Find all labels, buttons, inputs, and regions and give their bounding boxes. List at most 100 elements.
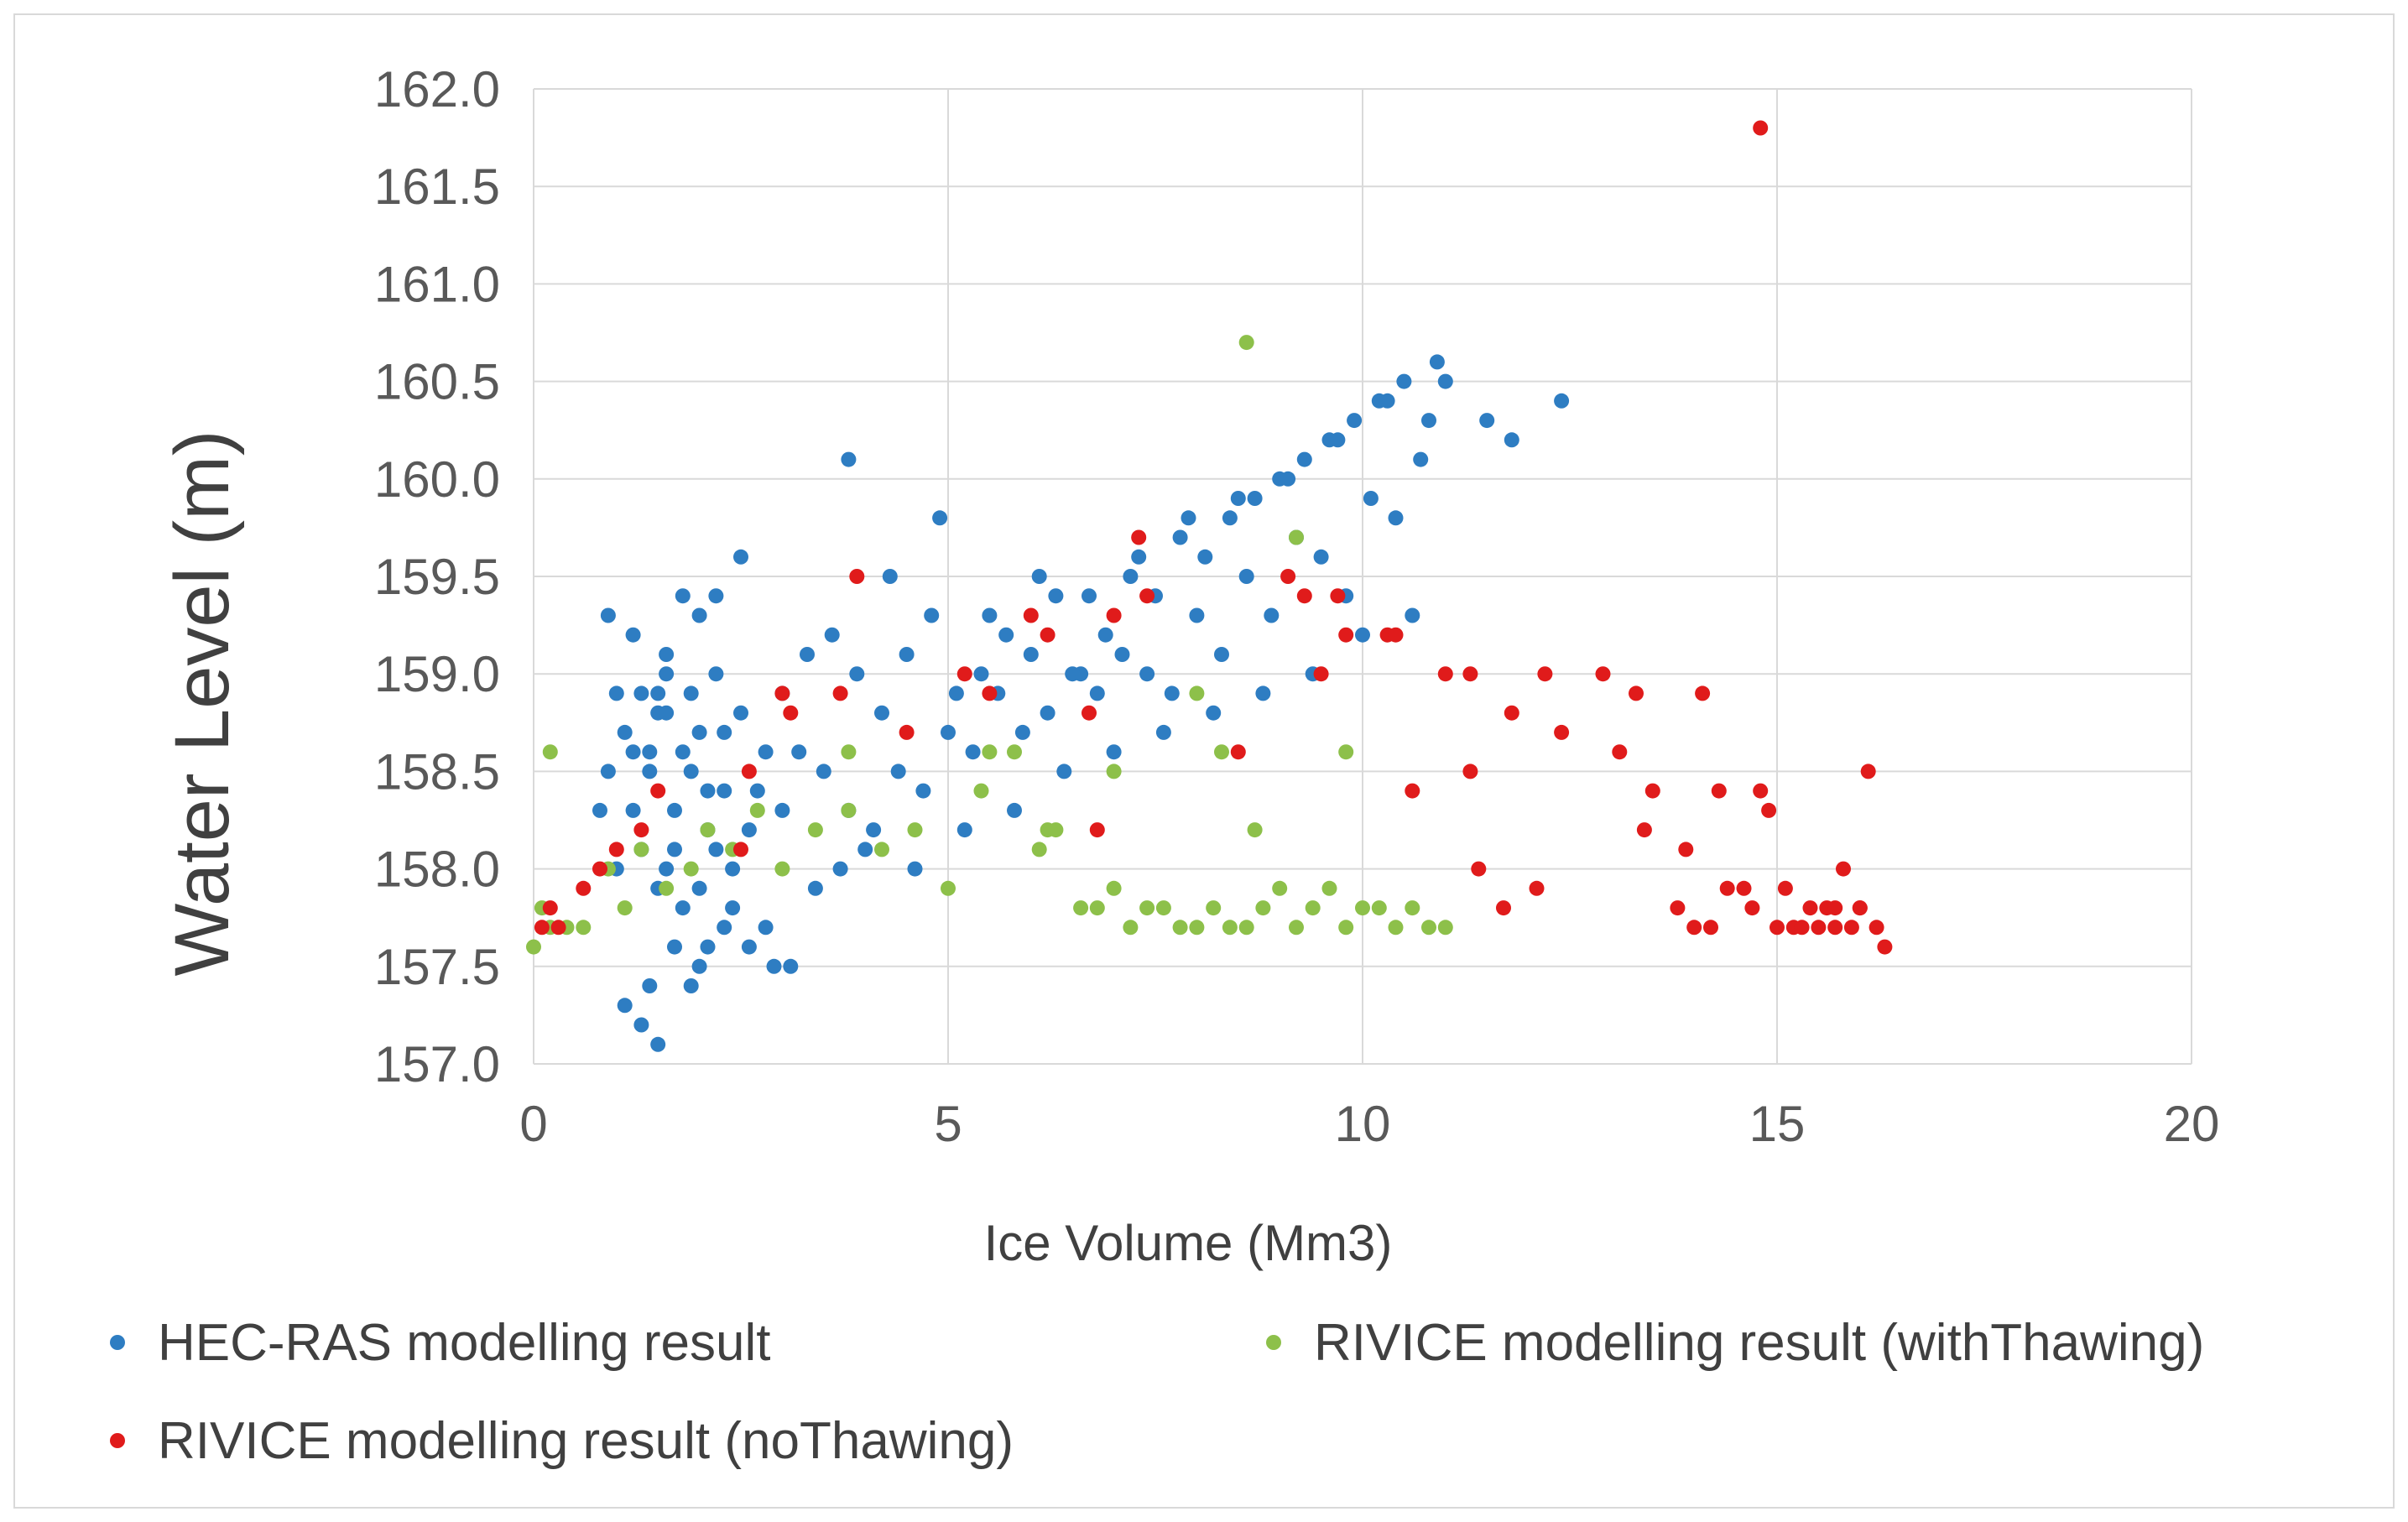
point-rivice-no-thawing: [1686, 920, 1702, 936]
gridlines: [533, 88, 2192, 1065]
point-rivice-with-thawing: [1305, 900, 1321, 916]
point-rivice-with-thawing: [576, 920, 592, 936]
point-rivice-no-thawing: [899, 724, 915, 740]
point-hec-ras: [659, 705, 675, 721]
point-rivice-no-thawing: [1869, 920, 1884, 936]
point-rivice-no-thawing: [1703, 920, 1718, 936]
legend-marker-hec-ras: [110, 1335, 125, 1350]
point-rivice-no-thawing: [1040, 627, 1055, 643]
point-rivice-no-thawing: [849, 569, 865, 584]
point-rivice-no-thawing: [1695, 685, 1711, 701]
point-rivice-no-thawing: [1761, 802, 1777, 818]
point-rivice-with-thawing: [1007, 744, 1022, 760]
point-rivice-no-thawing: [1405, 783, 1420, 799]
point-hec-ras: [1007, 802, 1022, 818]
point-rivice-no-thawing: [576, 880, 592, 896]
point-hec-ras: [899, 647, 915, 662]
point-rivice-with-thawing: [1048, 822, 1064, 838]
point-hec-ras: [1155, 724, 1171, 740]
point-rivice-with-thawing: [774, 861, 790, 877]
point-hec-ras: [659, 666, 675, 682]
point-hec-ras: [1206, 705, 1222, 721]
legend-marker-rivice-with-thawing: [1266, 1335, 1281, 1350]
point-hec-ras: [1197, 549, 1213, 565]
point-hec-ras: [882, 569, 898, 584]
point-hec-ras: [1023, 647, 1039, 662]
point-rivice-no-thawing: [1023, 607, 1039, 623]
point-rivice-with-thawing: [617, 900, 633, 916]
point-hec-ras: [675, 744, 691, 760]
point-hec-ras: [617, 724, 633, 740]
x-tick-label: 20: [2164, 1096, 2220, 1152]
point-hec-ras: [725, 900, 741, 916]
point-hec-ras: [1014, 724, 1030, 740]
point-hec-ras: [717, 920, 732, 936]
point-hec-ras: [749, 783, 765, 799]
x-tick-label: 10: [1335, 1096, 1391, 1152]
legend-item-rivice-no-thawing: RIVICE modelling result (noThawing): [110, 1412, 1014, 1470]
point-rivice-with-thawing: [1031, 842, 1047, 857]
point-rivice-no-thawing: [1529, 880, 1545, 896]
point-rivice-with-thawing: [1172, 920, 1188, 936]
point-hec-ras: [691, 724, 707, 740]
point-hec-ras: [973, 666, 989, 682]
y-tick-label: 159.5: [374, 549, 500, 605]
point-hec-ras: [758, 920, 774, 936]
point-rivice-no-thawing: [1388, 627, 1404, 643]
point-rivice-with-thawing: [659, 880, 675, 896]
point-hec-ras: [650, 1036, 666, 1052]
point-hec-ras: [700, 783, 716, 799]
point-hec-ras: [1106, 744, 1122, 760]
point-hec-ras: [675, 588, 691, 604]
point-hec-ras: [642, 978, 658, 993]
point-hec-ras: [717, 783, 732, 799]
point-hec-ras: [1056, 764, 1072, 779]
point-rivice-no-thawing: [1089, 822, 1105, 838]
point-rivice-no-thawing: [1330, 588, 1346, 604]
y-tick-label: 159.0: [374, 646, 500, 702]
point-hec-ras: [683, 764, 699, 779]
point-rivice-no-thawing: [1811, 920, 1827, 936]
point-hec-ras: [1222, 510, 1238, 526]
y-tick-label: 162.0: [374, 61, 500, 117]
point-rivice-with-thawing: [1123, 920, 1139, 936]
point-rivice-no-thawing: [1827, 920, 1843, 936]
point-hec-ras: [1379, 393, 1395, 409]
point-rivice-no-thawing: [1678, 842, 1694, 857]
point-hec-ras: [965, 744, 981, 760]
point-hec-ras: [890, 764, 906, 779]
point-rivice-no-thawing: [1802, 900, 1818, 916]
point-hec-ras: [1164, 685, 1180, 701]
point-rivice-no-thawing: [1280, 569, 1296, 584]
point-rivice-with-thawing: [1222, 920, 1238, 936]
point-rivice-with-thawing: [1238, 335, 1254, 351]
point-rivice-with-thawing: [1388, 920, 1404, 936]
point-rivice-no-thawing: [1437, 666, 1453, 682]
point-rivice-no-thawing: [650, 783, 666, 799]
point-rivice-no-thawing: [1636, 822, 1652, 838]
point-hec-ras: [659, 647, 675, 662]
point-rivice-no-thawing: [1612, 744, 1628, 760]
point-rivice-with-thawing: [1437, 920, 1453, 936]
point-hec-ras: [633, 685, 649, 701]
point-hec-ras: [733, 705, 748, 721]
point-hec-ras: [1181, 510, 1196, 526]
point-rivice-with-thawing: [1089, 900, 1105, 916]
point-rivice-no-thawing: [1139, 588, 1155, 604]
point-rivice-no-thawing: [1338, 627, 1354, 643]
point-hec-ras: [1554, 393, 1570, 409]
legend: HEC-RAS modelling result RIVICE modellin…: [110, 1314, 2204, 1470]
point-hec-ras: [667, 842, 682, 857]
point-hec-ras: [774, 802, 790, 818]
point-hec-ras: [1031, 569, 1047, 584]
legend-label-hec-ras: HEC-RAS modelling result: [158, 1314, 770, 1372]
point-rivice-no-thawing: [534, 920, 550, 936]
point-rivice-with-thawing: [633, 842, 649, 857]
point-rivice-with-thawing: [841, 802, 857, 818]
point-hec-ras: [741, 822, 757, 838]
point-rivice-no-thawing: [741, 764, 757, 779]
point-rivice-no-thawing: [733, 842, 748, 857]
x-tick-labels: 0 5 10 15 20: [519, 1096, 2219, 1152]
point-hec-ras: [625, 744, 641, 760]
point-rivice-no-thawing: [982, 685, 998, 701]
